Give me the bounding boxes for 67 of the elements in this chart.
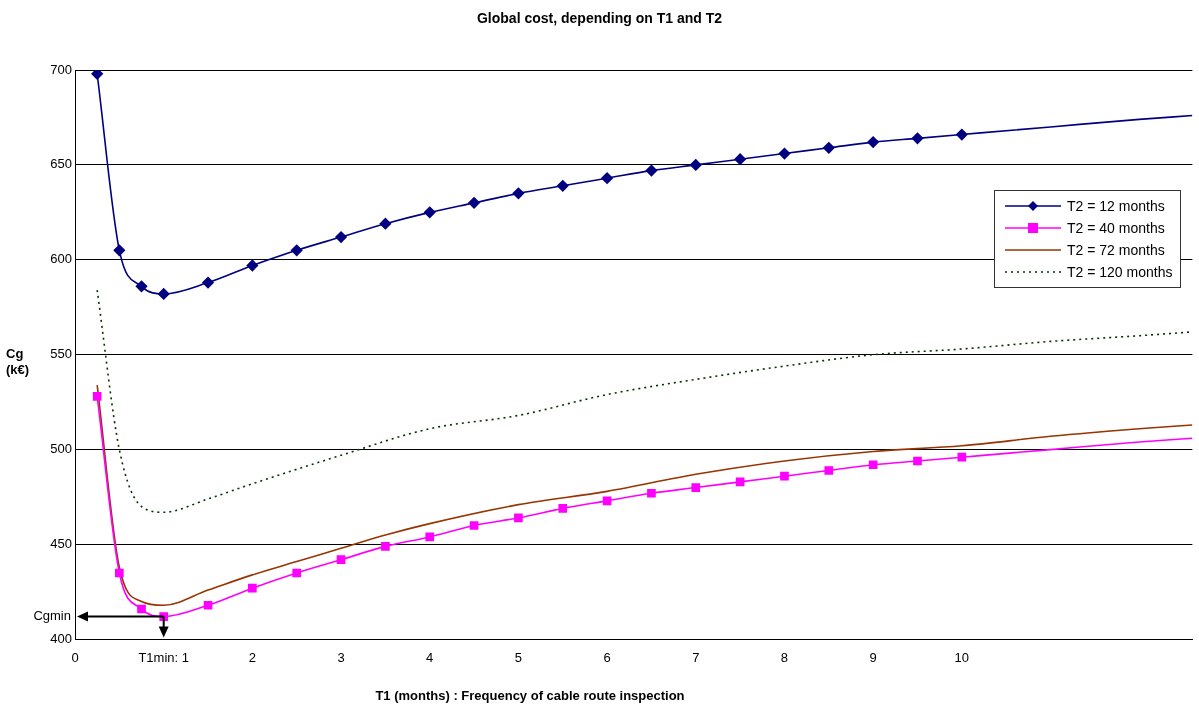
point <box>647 488 656 498</box>
point <box>137 604 146 614</box>
point <box>514 513 523 523</box>
y-tick-label: 700 <box>50 61 72 77</box>
x-tick-label: 9 <box>869 649 877 665</box>
point <box>202 276 214 289</box>
legend-label: T2 = 120 months <box>1067 264 1173 280</box>
point <box>956 128 968 141</box>
point <box>91 70 103 80</box>
point <box>113 244 126 257</box>
x-tick-label: T1min: 1 <box>138 649 189 665</box>
x-tick-label: 5 <box>514 649 523 665</box>
y-tick-label: 600 <box>50 251 72 267</box>
point <box>468 197 480 209</box>
legend-label: T2 = 40 months <box>1067 220 1165 236</box>
point <box>335 231 347 243</box>
x-tick-label: 3 <box>337 649 345 665</box>
point <box>512 187 525 200</box>
y-tick-label: 500 <box>50 441 72 457</box>
point <box>248 583 257 593</box>
point <box>115 568 124 578</box>
x-tick-label: 0 <box>71 649 79 665</box>
point <box>868 460 878 470</box>
point <box>92 392 102 401</box>
y-tick-label: 400 <box>50 630 72 646</box>
x-tick-label: 10 <box>954 649 970 665</box>
point <box>336 555 346 565</box>
point <box>135 280 148 293</box>
point <box>911 132 924 145</box>
point <box>824 466 834 475</box>
y-tick-label: 650 <box>50 156 72 172</box>
point <box>780 471 789 481</box>
x-axis-title: T1 (months) : Frequency of cable route inspection <box>374 688 686 703</box>
x-tick-label: 4 <box>426 649 434 665</box>
point <box>556 179 569 192</box>
point <box>381 542 390 551</box>
point <box>290 244 303 257</box>
point <box>246 259 259 272</box>
text: Cgmin <box>33 608 71 624</box>
point <box>689 159 702 171</box>
legend-label: T2 = 12 months <box>1067 198 1165 214</box>
point <box>425 532 435 542</box>
point <box>645 164 658 177</box>
point <box>691 483 701 492</box>
y-axis-title: Cg (k€) <box>6 346 31 378</box>
point <box>423 206 436 219</box>
y-tick-label: 450 <box>50 536 72 552</box>
x-tick-label: 8 <box>780 649 789 665</box>
point <box>823 142 835 154</box>
x-tick-label: 2 <box>248 649 256 665</box>
point <box>867 136 879 148</box>
point <box>203 600 213 610</box>
point <box>957 452 967 462</box>
point <box>601 172 613 184</box>
point <box>558 504 568 513</box>
point <box>778 147 791 160</box>
x-tick-label: 7 <box>692 649 700 665</box>
point <box>292 568 302 578</box>
point <box>379 217 392 230</box>
point <box>734 153 746 166</box>
point <box>157 288 170 300</box>
point <box>913 456 922 466</box>
y-tick-label: 550 <box>50 346 72 362</box>
point <box>469 521 479 530</box>
chart-title: Global cost, depending on T1 and T2 <box>476 10 723 26</box>
x-tick-label: 6 <box>603 649 611 665</box>
legend-label: T2 = 72 months <box>1067 242 1165 258</box>
